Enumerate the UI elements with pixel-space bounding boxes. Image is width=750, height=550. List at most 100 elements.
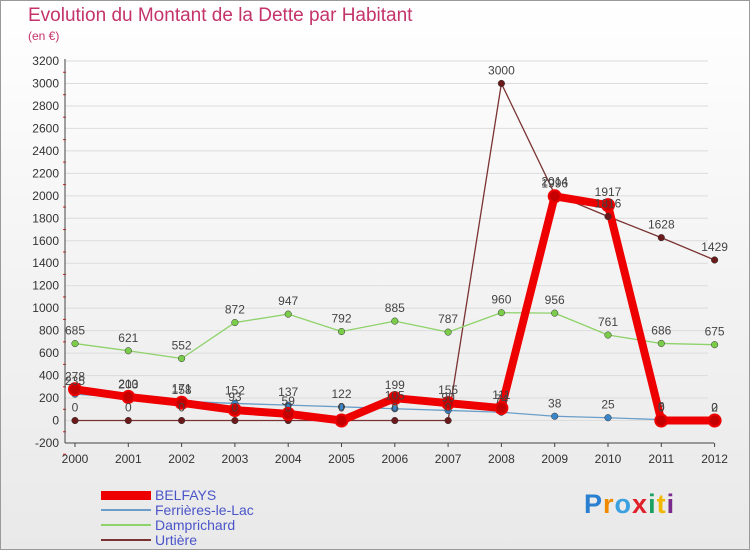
data-label: 25 — [601, 398, 615, 412]
legend-label: Urtière — [155, 532, 198, 548]
data-label: 685 — [65, 324, 85, 338]
y-tick-label: 2800 — [32, 99, 59, 113]
data-label: 0 — [391, 401, 398, 415]
y-tick-label: 1200 — [32, 279, 59, 293]
data-point — [337, 403, 346, 411]
data-label: 552 — [172, 339, 192, 353]
x-tick-label: 2006 — [381, 452, 408, 466]
data-point — [441, 396, 456, 411]
data-label: 885 — [385, 301, 405, 315]
legend-swatch — [101, 490, 151, 500]
data-label: 74 — [495, 392, 509, 406]
legend-label: Damprichard — [155, 517, 236, 533]
data-label: 203 — [118, 378, 138, 392]
data-point — [124, 416, 132, 425]
data-point — [174, 395, 189, 410]
data-point — [657, 339, 665, 348]
data-label: 8 — [658, 400, 665, 414]
data-point — [334, 413, 349, 428]
data-label: 0 — [338, 401, 345, 415]
data-label: 792 — [331, 312, 351, 326]
data-label: 171 — [172, 381, 192, 395]
data-point — [178, 416, 186, 425]
data-label: 0 — [338, 401, 345, 415]
data-point — [391, 416, 399, 425]
x-tick-label: 2005 — [328, 452, 355, 466]
unit-label: (en €) — [28, 29, 60, 43]
data-point — [654, 413, 669, 428]
data-label: 93 — [228, 390, 242, 404]
data-point — [711, 341, 719, 349]
data-point — [707, 413, 722, 428]
data-point — [604, 331, 612, 339]
legend-item: Ferrières-le-Lac — [101, 502, 361, 518]
data-point — [551, 309, 559, 317]
x-tick-label: 2004 — [275, 452, 302, 466]
legend-swatch — [101, 509, 151, 511]
data-point — [601, 198, 615, 213]
data-label: 2 — [711, 400, 718, 414]
data-point — [497, 79, 505, 88]
legend-label: Ferrières-le-Lac — [155, 502, 254, 518]
legend-item: BELFAYS — [101, 487, 361, 503]
data-point — [444, 416, 452, 425]
y-tick-label: 0 — [52, 414, 59, 428]
x-tick-label: 2001 — [115, 452, 142, 466]
data-point — [68, 382, 82, 397]
data-label: 210 — [118, 377, 138, 391]
logo-letter: t — [656, 489, 667, 519]
data-label: 960 — [491, 293, 511, 307]
data-point — [337, 327, 346, 336]
x-tick-label: 2011 — [648, 452, 674, 466]
data-label: 787 — [438, 312, 458, 326]
data-point — [494, 401, 509, 416]
data-label: 3000 — [488, 63, 515, 77]
y-tick-label: 800 — [39, 324, 59, 338]
data-label: 0 — [285, 401, 292, 415]
data-label: 0 — [232, 401, 239, 415]
legend-swatch — [101, 539, 151, 541]
data-label: 152 — [225, 383, 245, 397]
data-label: 111 — [492, 388, 511, 402]
y-tick-label: 1800 — [32, 211, 59, 225]
data-point — [227, 403, 242, 418]
data-point — [391, 317, 399, 325]
legend-item: Damprichard — [101, 517, 361, 533]
data-label: 0 — [711, 401, 718, 415]
data-point — [604, 414, 612, 422]
data-label: 1628 — [648, 218, 675, 232]
data-label: 0 — [178, 401, 185, 415]
logo-letter: r — [603, 489, 615, 519]
y-tick-label: 3000 — [32, 76, 59, 90]
data-point — [387, 391, 402, 406]
data-label: 137 — [278, 385, 298, 399]
data-label: 2014 — [541, 174, 568, 188]
data-label: 158 — [172, 383, 192, 397]
legend-label: BELFAYS — [155, 487, 217, 503]
data-point — [497, 309, 505, 317]
logo-letter: x — [632, 489, 649, 519]
data-label: 155 — [438, 383, 458, 397]
y-tick-label: 2000 — [32, 189, 59, 203]
y-tick-label: 600 — [39, 346, 59, 360]
logo-letter: P — [584, 489, 604, 519]
y-tick-label: 400 — [39, 369, 59, 383]
data-label: 122 — [331, 387, 351, 401]
data-label: 0 — [445, 401, 452, 415]
data-point — [231, 319, 239, 327]
proxiti-logo: Proxiti — [584, 489, 675, 520]
data-label: 0 — [658, 401, 665, 415]
y-tick-label: 2400 — [32, 144, 59, 158]
data-point — [71, 340, 79, 348]
data-point — [284, 310, 292, 318]
data-label: 686 — [651, 323, 671, 337]
data-label: 278 — [65, 369, 85, 383]
y-tick-label: 200 — [39, 391, 59, 405]
data-point — [711, 256, 719, 264]
x-tick-label: 2007 — [435, 452, 462, 466]
data-point — [124, 347, 132, 355]
data-point — [281, 406, 296, 421]
data-label: 956 — [545, 293, 565, 307]
data-label: 235 — [65, 374, 85, 388]
